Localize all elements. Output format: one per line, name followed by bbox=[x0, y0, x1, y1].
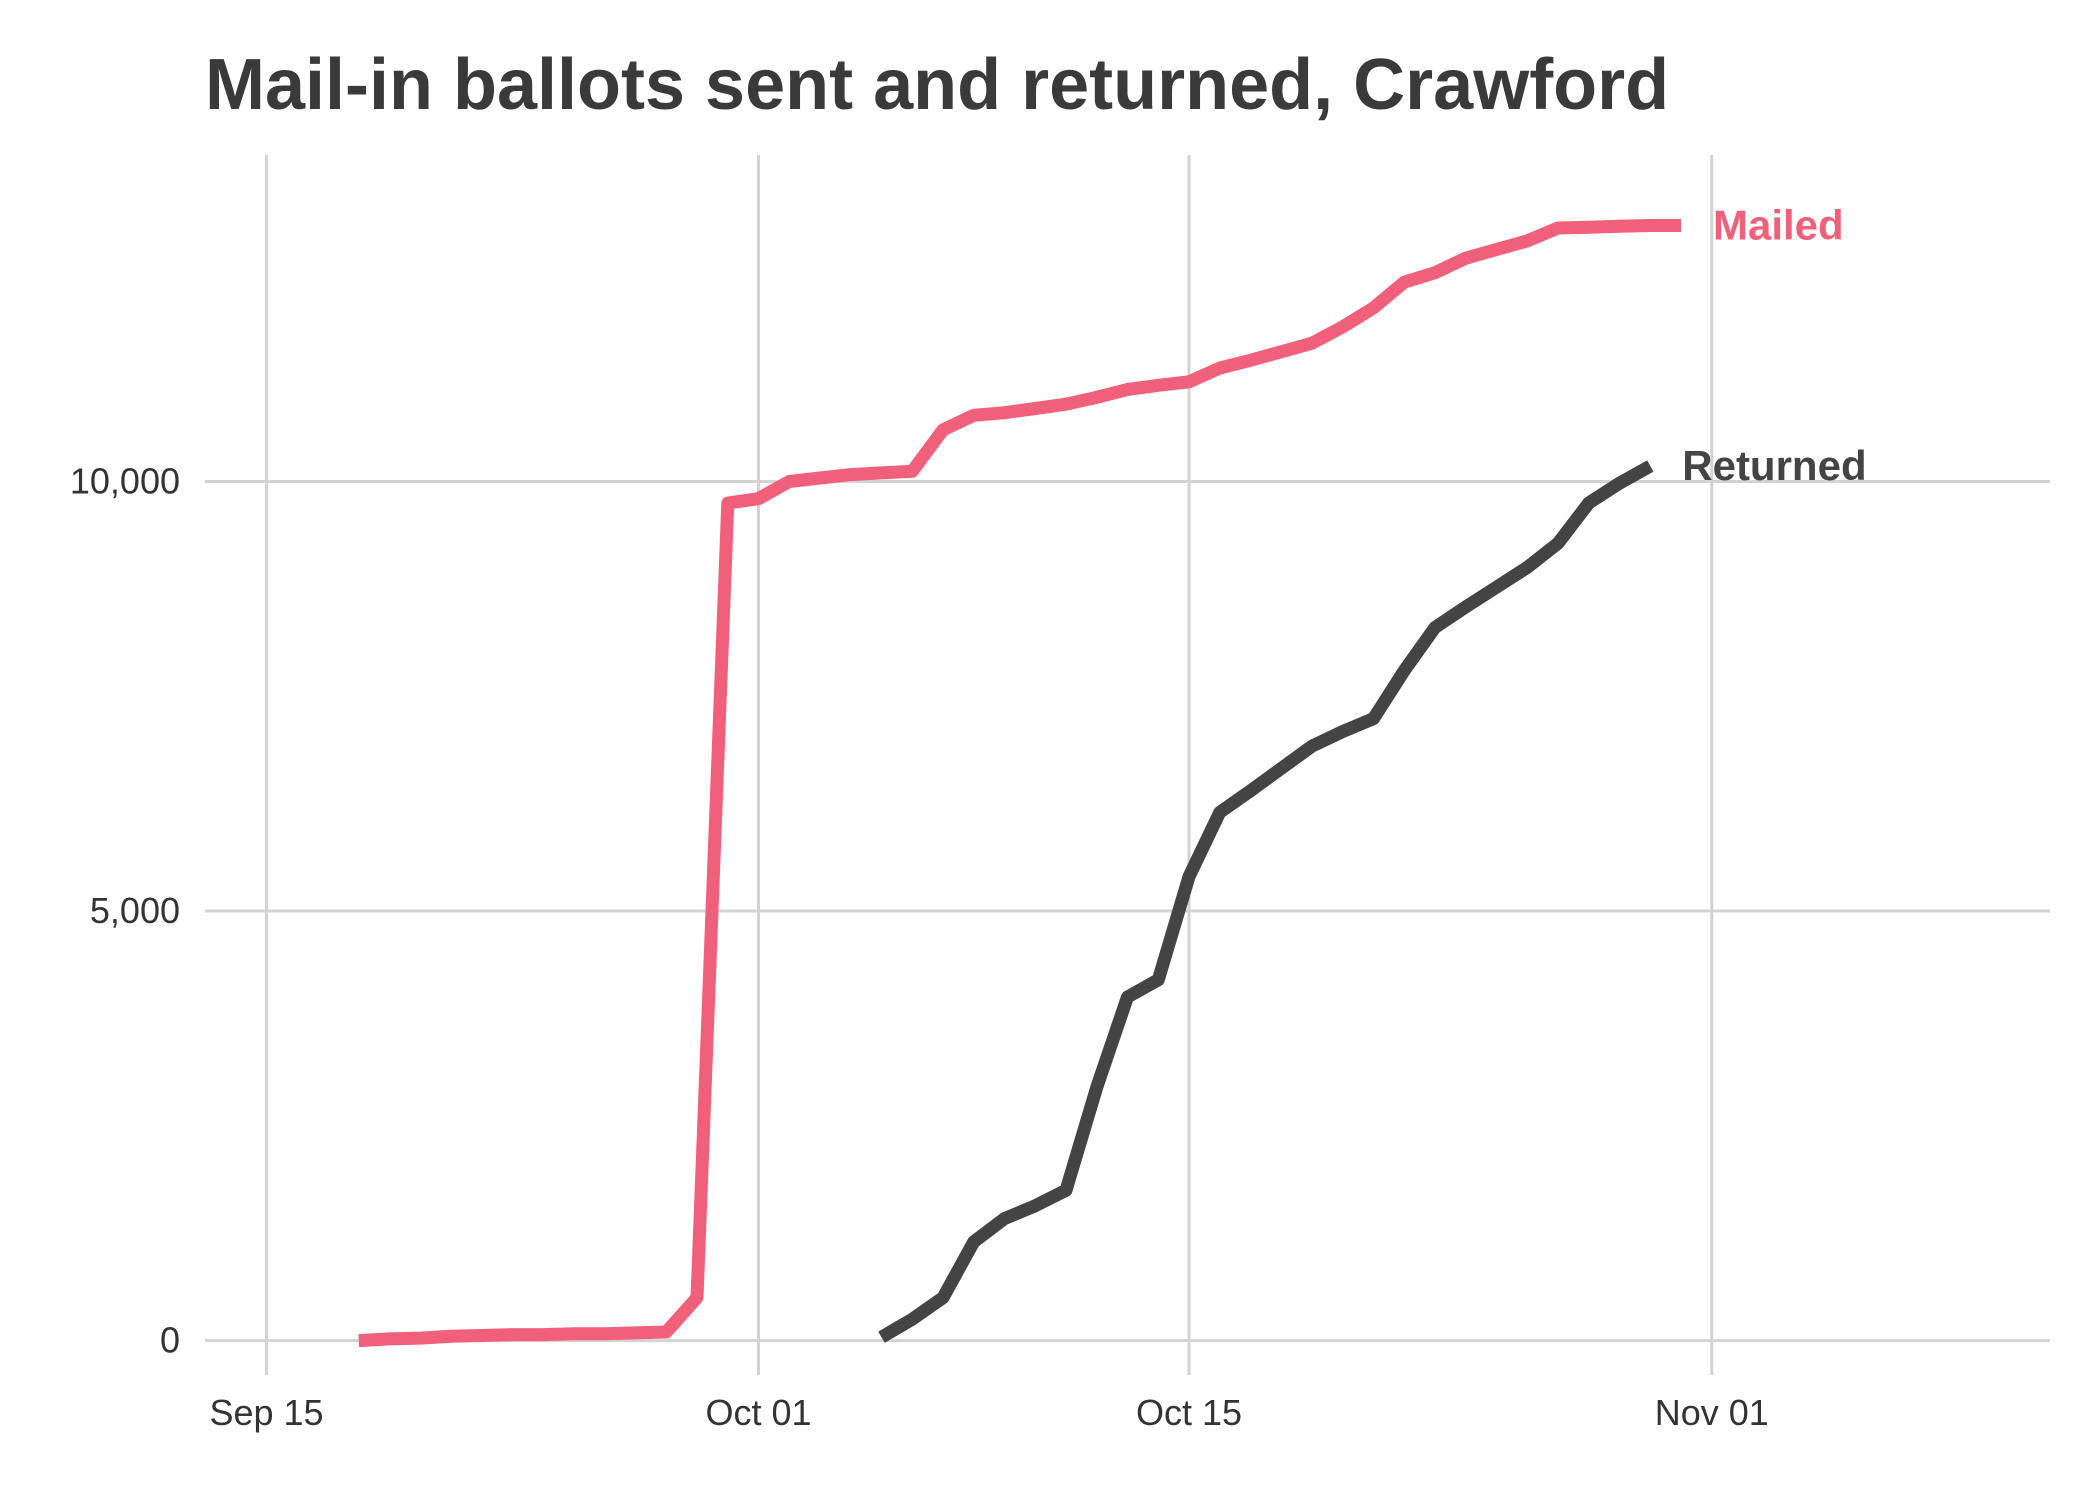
grid bbox=[205, 155, 2050, 1375]
y-tick-label: 0 bbox=[160, 1320, 180, 1361]
series-line-returned bbox=[878, 460, 1654, 1343]
y-tick-label: 5,000 bbox=[90, 890, 180, 931]
series-label-mailed: Mailed bbox=[1713, 201, 1844, 248]
series-line-mailed bbox=[358, 219, 1681, 1348]
series-label-returned: Returned bbox=[1682, 442, 1866, 489]
x-tick-label: Nov 01 bbox=[1655, 1392, 1769, 1433]
y-tick-label: 10,000 bbox=[70, 460, 180, 501]
chart-title: Mail-in ballots sent and returned, Crawf… bbox=[205, 45, 1670, 125]
x-tick-label: Oct 15 bbox=[1136, 1392, 1242, 1433]
x-tick-label: Sep 15 bbox=[209, 1392, 323, 1433]
tick-labels: Sep 15 Oct 01 Oct 15 Nov 01 0 5,000 10,000 Mail… bbox=[70, 201, 1867, 1433]
series-lines bbox=[358, 219, 1681, 1348]
x-tick-label: Oct 01 bbox=[705, 1392, 811, 1433]
